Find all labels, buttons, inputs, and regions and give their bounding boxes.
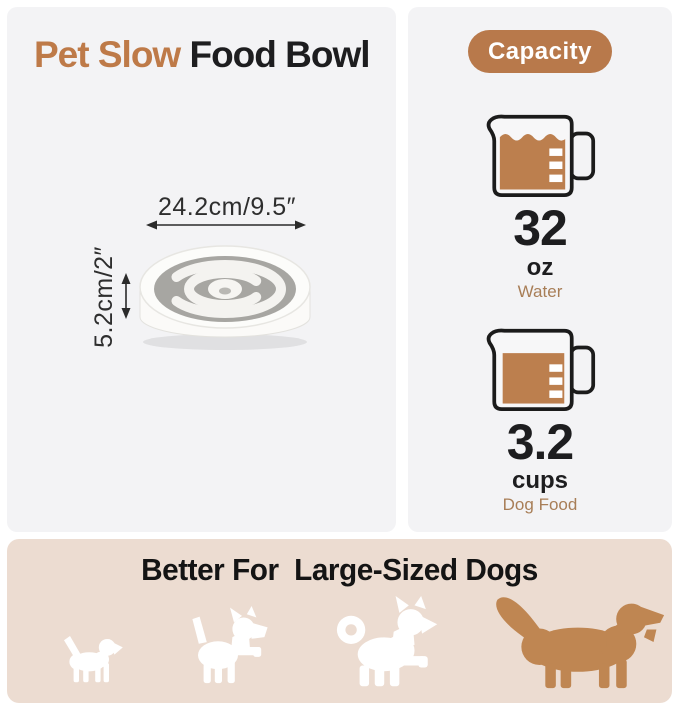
measuring-cup-dog-food-icon xyxy=(486,328,596,411)
horizontal-dimension-arrow-icon xyxy=(146,220,306,230)
page-title: Pet Slow Food Bowl xyxy=(34,34,396,76)
dog-size-banner: Better For Large-Sized Dogs xyxy=(7,539,672,703)
capacity-label-water: Water xyxy=(517,281,563,301)
capacity-badge: Capacity xyxy=(467,30,613,73)
page-title-highlight: Pet Slow xyxy=(34,34,190,75)
measuring-cup-water-icon xyxy=(486,114,596,197)
banner-heading: Better For Large-Sized Dogs xyxy=(141,552,538,587)
large-dog-silhouette-icon xyxy=(336,596,438,687)
capacity-unit-water: oz xyxy=(526,253,554,281)
height-dimension-label: 5.2cm/2″ xyxy=(90,246,118,348)
capacity-panel: Capacity 32 oz Water 3.2 cups Dog Food xyxy=(408,7,672,532)
medium-dog-silhouette-icon xyxy=(192,606,268,684)
capacity-value-dog-food: 3.2 xyxy=(506,413,575,470)
slow-feeder-bowl-image xyxy=(139,245,311,350)
small-dog-silhouette-icon xyxy=(64,636,123,683)
product-panel: Pet Slow Food Bowl 24.2cm/9.5″ 5.2cm/2″ xyxy=(7,7,396,532)
capacity-label-dog-food: Dog Food xyxy=(502,495,578,515)
capacity-value-water: 32 xyxy=(513,200,568,256)
width-dimension-label: 24.2cm/9.5″ xyxy=(157,193,297,221)
extra-large-dog-silhouette-icon xyxy=(496,597,665,689)
page-title-rest: Food Bowl xyxy=(189,34,370,75)
vertical-dimension-arrow-icon xyxy=(121,273,131,319)
capacity-unit-dog-food: cups xyxy=(511,467,568,495)
